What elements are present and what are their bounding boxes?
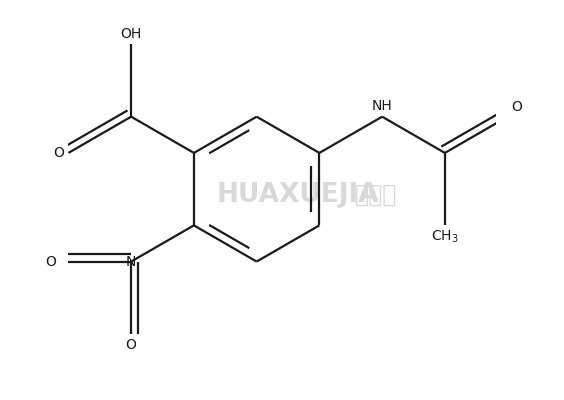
Text: OH: OH <box>121 27 142 41</box>
Text: CH$_3$: CH$_3$ <box>431 229 459 245</box>
Text: HUAXUEJIA: HUAXUEJIA <box>217 182 380 208</box>
Text: O: O <box>45 254 56 268</box>
Text: NH: NH <box>372 99 393 113</box>
Text: O: O <box>126 338 136 352</box>
Text: 化学加: 化学加 <box>354 183 397 207</box>
Text: O: O <box>53 146 64 160</box>
Text: O: O <box>511 100 522 114</box>
Text: N: N <box>126 254 136 268</box>
